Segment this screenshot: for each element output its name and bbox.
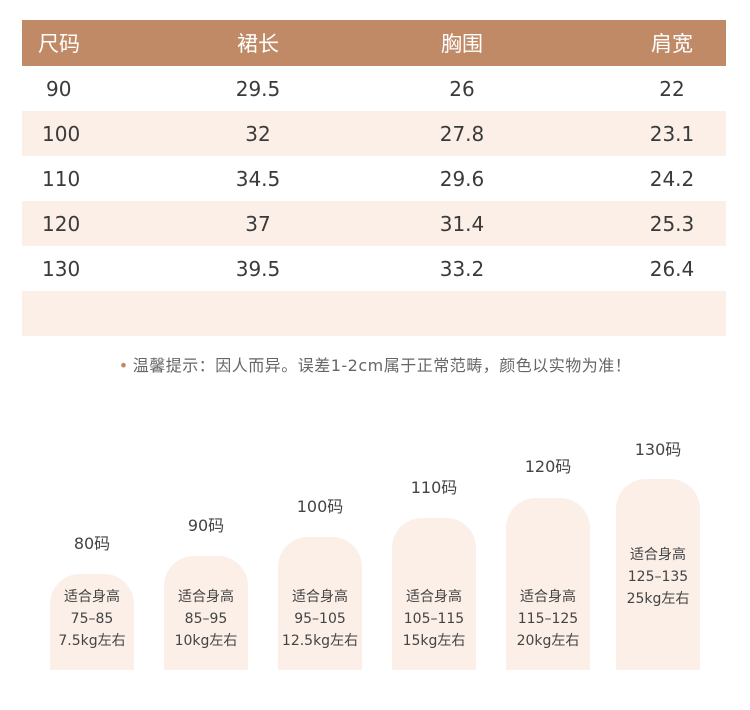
tip-text: 温馨提示：因人而异。误差1-2cm属于正常范畴，颜色以实物为准！	[132, 356, 632, 375]
size-label: 100码	[296, 497, 344, 516]
header-chest: 胸围	[441, 32, 483, 56]
table-row-empty	[22, 291, 726, 336]
size-bar: 适合身高 105–115 15kg左右	[392, 518, 476, 670]
cell-length: 32	[245, 121, 271, 146]
size-line1: 适合身高	[630, 547, 686, 563]
size-table: 尺码 裙长 胸围 肩宽 90 29.5 26 22 100 32 27.8 23…	[22, 20, 726, 336]
size-height: 75–85	[70, 611, 114, 627]
size-height: 115–125	[517, 611, 579, 627]
cell-size: 100	[42, 121, 81, 146]
size-label: 120码	[524, 457, 572, 476]
cell-size: 120	[42, 211, 81, 236]
header-shoulder: 肩宽	[651, 32, 693, 56]
header-length: 裙长	[237, 32, 279, 56]
size-weight: 10kg左右	[174, 633, 238, 649]
size-label: 80码	[73, 534, 111, 553]
tip-note: • 温馨提示：因人而异。误差1-2cm属于正常范畴，颜色以实物为准！	[0, 352, 750, 376]
size-height: 95–105	[294, 611, 346, 627]
size-label: 130码	[634, 440, 682, 459]
size-weight: 20kg左右	[516, 633, 580, 649]
size-bar: 适合身高 95–105 12.5kg左右	[278, 537, 362, 670]
cell-shoulder: 23.1	[649, 121, 695, 146]
table-header: 尺码 裙长 胸围 肩宽	[22, 20, 726, 66]
cell-length: 29.5	[235, 76, 281, 101]
table-row: 130 39.5 33.2 26.4	[22, 246, 726, 291]
size-label: 110码	[410, 478, 458, 497]
cell-length: 37	[245, 211, 271, 236]
cell-chest: 33.2	[439, 256, 485, 281]
size-weight: 12.5kg左右	[281, 633, 359, 649]
size-line1: 适合身高	[292, 589, 348, 605]
size-label: 90码	[187, 516, 225, 535]
cell-chest: 29.6	[439, 166, 485, 191]
cell-chest: 31.4	[439, 211, 485, 236]
table-row: 110 34.5 29.6 24.2	[22, 156, 726, 201]
size-weight: 7.5kg左右	[58, 633, 126, 649]
size-line1: 适合身高	[520, 589, 576, 605]
size-bar: 适合身高 75–85 7.5kg左右	[50, 574, 134, 670]
table-row: 100 32 27.8 23.1	[22, 111, 726, 156]
size-bar: 适合身高 115–125 20kg左右	[506, 498, 590, 670]
cell-length: 39.5	[235, 256, 281, 281]
cell-size: 90	[46, 76, 72, 101]
header-size: 尺码	[38, 32, 80, 56]
size-height: 105–115	[403, 611, 465, 627]
size-weight: 15kg左右	[402, 633, 466, 649]
cell-shoulder: 26.4	[649, 256, 695, 281]
cell-chest: 26	[449, 76, 475, 101]
size-line1: 适合身高	[406, 589, 462, 605]
cell-shoulder: 22	[659, 76, 685, 101]
size-height: 125–135	[627, 569, 689, 585]
size-line1: 适合身高	[178, 589, 234, 605]
cell-chest: 27.8	[439, 121, 485, 146]
cell-shoulder: 24.2	[649, 166, 695, 191]
cell-size: 110	[42, 166, 81, 191]
table-row: 90 29.5 26 22	[22, 66, 726, 111]
table-row: 120 37 31.4 25.3	[22, 201, 726, 246]
cell-shoulder: 25.3	[649, 211, 695, 236]
size-line1: 适合身高	[64, 589, 120, 605]
size-bar: 适合身高 125–135 25kg左右	[616, 479, 700, 670]
bullet-icon: •	[118, 356, 129, 375]
size-weight: 25kg左右	[626, 591, 690, 607]
size-height: 85–95	[184, 611, 228, 627]
cell-size: 130	[42, 256, 81, 281]
cell-length: 34.5	[235, 166, 281, 191]
size-bar: 适合身高 85–95 10kg左右	[164, 556, 248, 670]
